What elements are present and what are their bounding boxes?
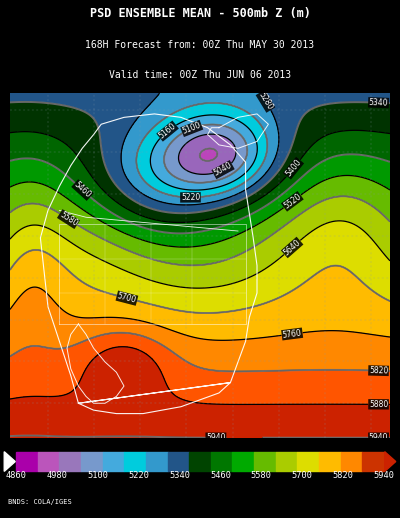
- Text: 5280: 5280: [256, 91, 274, 112]
- Bar: [232, 452, 254, 471]
- Bar: [298, 452, 319, 471]
- Bar: [38, 452, 59, 471]
- Text: 5100: 5100: [181, 121, 202, 136]
- Text: 5940: 5940: [206, 433, 226, 442]
- Text: 5880: 5880: [369, 400, 388, 409]
- Text: PSD ENSEMBLE MEAN - 500mb Z (m): PSD ENSEMBLE MEAN - 500mb Z (m): [90, 7, 310, 20]
- Bar: [81, 452, 102, 471]
- Text: 5520: 5520: [282, 192, 303, 211]
- Text: 5820: 5820: [333, 471, 354, 480]
- Text: 5160: 5160: [157, 121, 178, 141]
- Bar: [59, 452, 81, 471]
- Text: 5700: 5700: [292, 471, 313, 480]
- Bar: [211, 452, 232, 471]
- Bar: [102, 452, 124, 471]
- Text: 4860: 4860: [6, 471, 26, 480]
- Text: 168H Forecast from: 00Z Thu MAY 30 2013: 168H Forecast from: 00Z Thu MAY 30 2013: [86, 40, 314, 50]
- Text: 4980: 4980: [46, 471, 67, 480]
- Text: BNDS: COLA/IGES: BNDS: COLA/IGES: [8, 499, 72, 506]
- Text: 5340: 5340: [169, 471, 190, 480]
- Bar: [362, 452, 384, 471]
- Text: 5580: 5580: [58, 210, 79, 228]
- Bar: [189, 452, 211, 471]
- Text: 5220: 5220: [181, 193, 200, 202]
- Bar: [124, 452, 146, 471]
- Text: 5460: 5460: [210, 471, 231, 480]
- Text: 5820: 5820: [369, 366, 388, 376]
- Text: 5940: 5940: [374, 471, 394, 480]
- Text: 5340: 5340: [369, 98, 388, 108]
- Bar: [254, 452, 276, 471]
- Text: 5220: 5220: [128, 471, 149, 480]
- Text: 5400: 5400: [284, 158, 303, 179]
- Text: 5460: 5460: [72, 180, 93, 200]
- Text: Valid time: 00Z Thu JUN 06 2013: Valid time: 00Z Thu JUN 06 2013: [109, 70, 291, 80]
- Bar: [276, 452, 298, 471]
- Text: 5760: 5760: [282, 328, 302, 340]
- Text: 5700: 5700: [116, 291, 138, 305]
- Text: 5100: 5100: [87, 471, 108, 480]
- Text: 5580: 5580: [251, 471, 272, 480]
- Bar: [146, 452, 168, 471]
- Text: 5040: 5040: [212, 161, 234, 178]
- Bar: [341, 452, 362, 471]
- Bar: [16, 452, 38, 471]
- Text: 5940: 5940: [369, 433, 388, 442]
- Bar: [168, 452, 189, 471]
- Bar: [319, 452, 341, 471]
- Text: 5640: 5640: [282, 238, 302, 257]
- Polygon shape: [385, 452, 396, 471]
- Polygon shape: [4, 452, 15, 471]
